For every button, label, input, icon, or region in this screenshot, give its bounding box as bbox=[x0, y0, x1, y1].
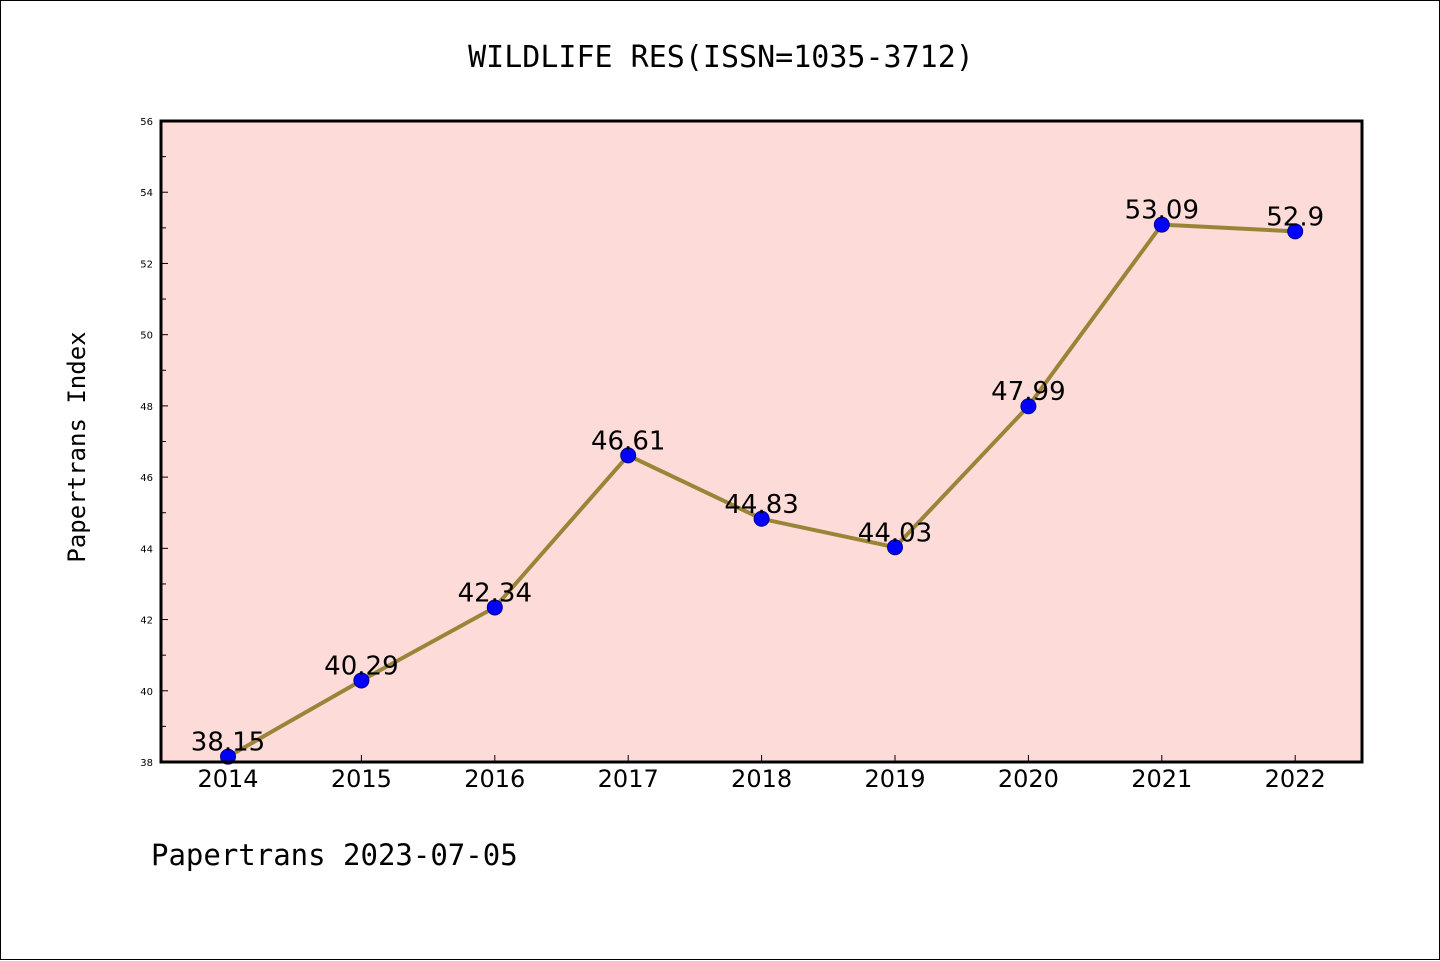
y-tick-label: 56 bbox=[140, 117, 153, 128]
y-tick-label: 44 bbox=[140, 544, 153, 555]
chart-title: WILDLIFE RES(ISSN=1035-3712) bbox=[468, 40, 974, 75]
data-label: 52.9 bbox=[1266, 202, 1324, 232]
data-label: 47.99 bbox=[991, 377, 1065, 407]
x-tick-label: 2019 bbox=[864, 765, 925, 793]
data-label: 38.15 bbox=[191, 728, 265, 758]
y-tick-label: 40 bbox=[140, 687, 153, 698]
data-label: 46.61 bbox=[591, 426, 665, 456]
x-tick-label: 2015 bbox=[331, 765, 392, 793]
data-point bbox=[620, 447, 637, 464]
x-axis: 2014 2015 2016 2017 2018 2019 2020 2021 2022 bbox=[197, 755, 1326, 793]
y-tick-label: 48 bbox=[140, 402, 153, 413]
x-tick-label: 2020 bbox=[998, 765, 1059, 793]
data-point bbox=[887, 539, 903, 556]
y-axis-label: Papertrans Index bbox=[63, 331, 91, 562]
x-tick-label: 2017 bbox=[598, 765, 659, 793]
x-tick-label: 2021 bbox=[1131, 765, 1192, 793]
data-label: 44.03 bbox=[858, 518, 932, 548]
footer-text: Papertrans 2023-07-05 bbox=[151, 838, 518, 872]
data-label: 44.83 bbox=[724, 490, 798, 520]
y-tick-label: 42 bbox=[140, 616, 153, 627]
data-point bbox=[1020, 398, 1037, 415]
plot-border bbox=[159, 119, 1364, 764]
data-point bbox=[1153, 216, 1170, 233]
y-tick-label: 46 bbox=[140, 473, 153, 484]
x-tick-label: 2014 bbox=[197, 765, 258, 793]
data-point bbox=[753, 510, 770, 527]
series-markers bbox=[220, 216, 1304, 765]
data-point bbox=[486, 599, 503, 616]
data-label: 53.09 bbox=[1125, 196, 1199, 226]
y-tick-label: 50 bbox=[140, 331, 153, 342]
data-label: 40.29 bbox=[324, 651, 398, 681]
data-point bbox=[220, 748, 236, 765]
data-label: 42.34 bbox=[458, 578, 532, 608]
data-point bbox=[353, 672, 370, 689]
y-tick-label: 38 bbox=[140, 758, 153, 769]
x-tick-label: 2016 bbox=[464, 765, 525, 793]
data-point bbox=[1287, 223, 1304, 240]
x-tick-label: 2018 bbox=[731, 765, 792, 793]
y-tick-label: 52 bbox=[140, 259, 153, 270]
data-labels: 38.15 40.29 42.34 46.61 44.83 44.03 47.99 53.09… bbox=[191, 196, 1324, 758]
y-tick-label: 54 bbox=[140, 188, 153, 199]
x-tick-label: 2022 bbox=[1265, 765, 1326, 793]
